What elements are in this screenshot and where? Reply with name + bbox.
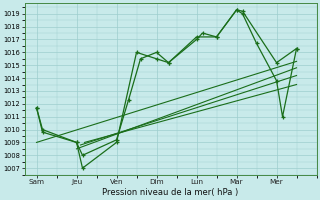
X-axis label: Pression niveau de la mer( hPa ): Pression niveau de la mer( hPa ) <box>102 188 239 197</box>
